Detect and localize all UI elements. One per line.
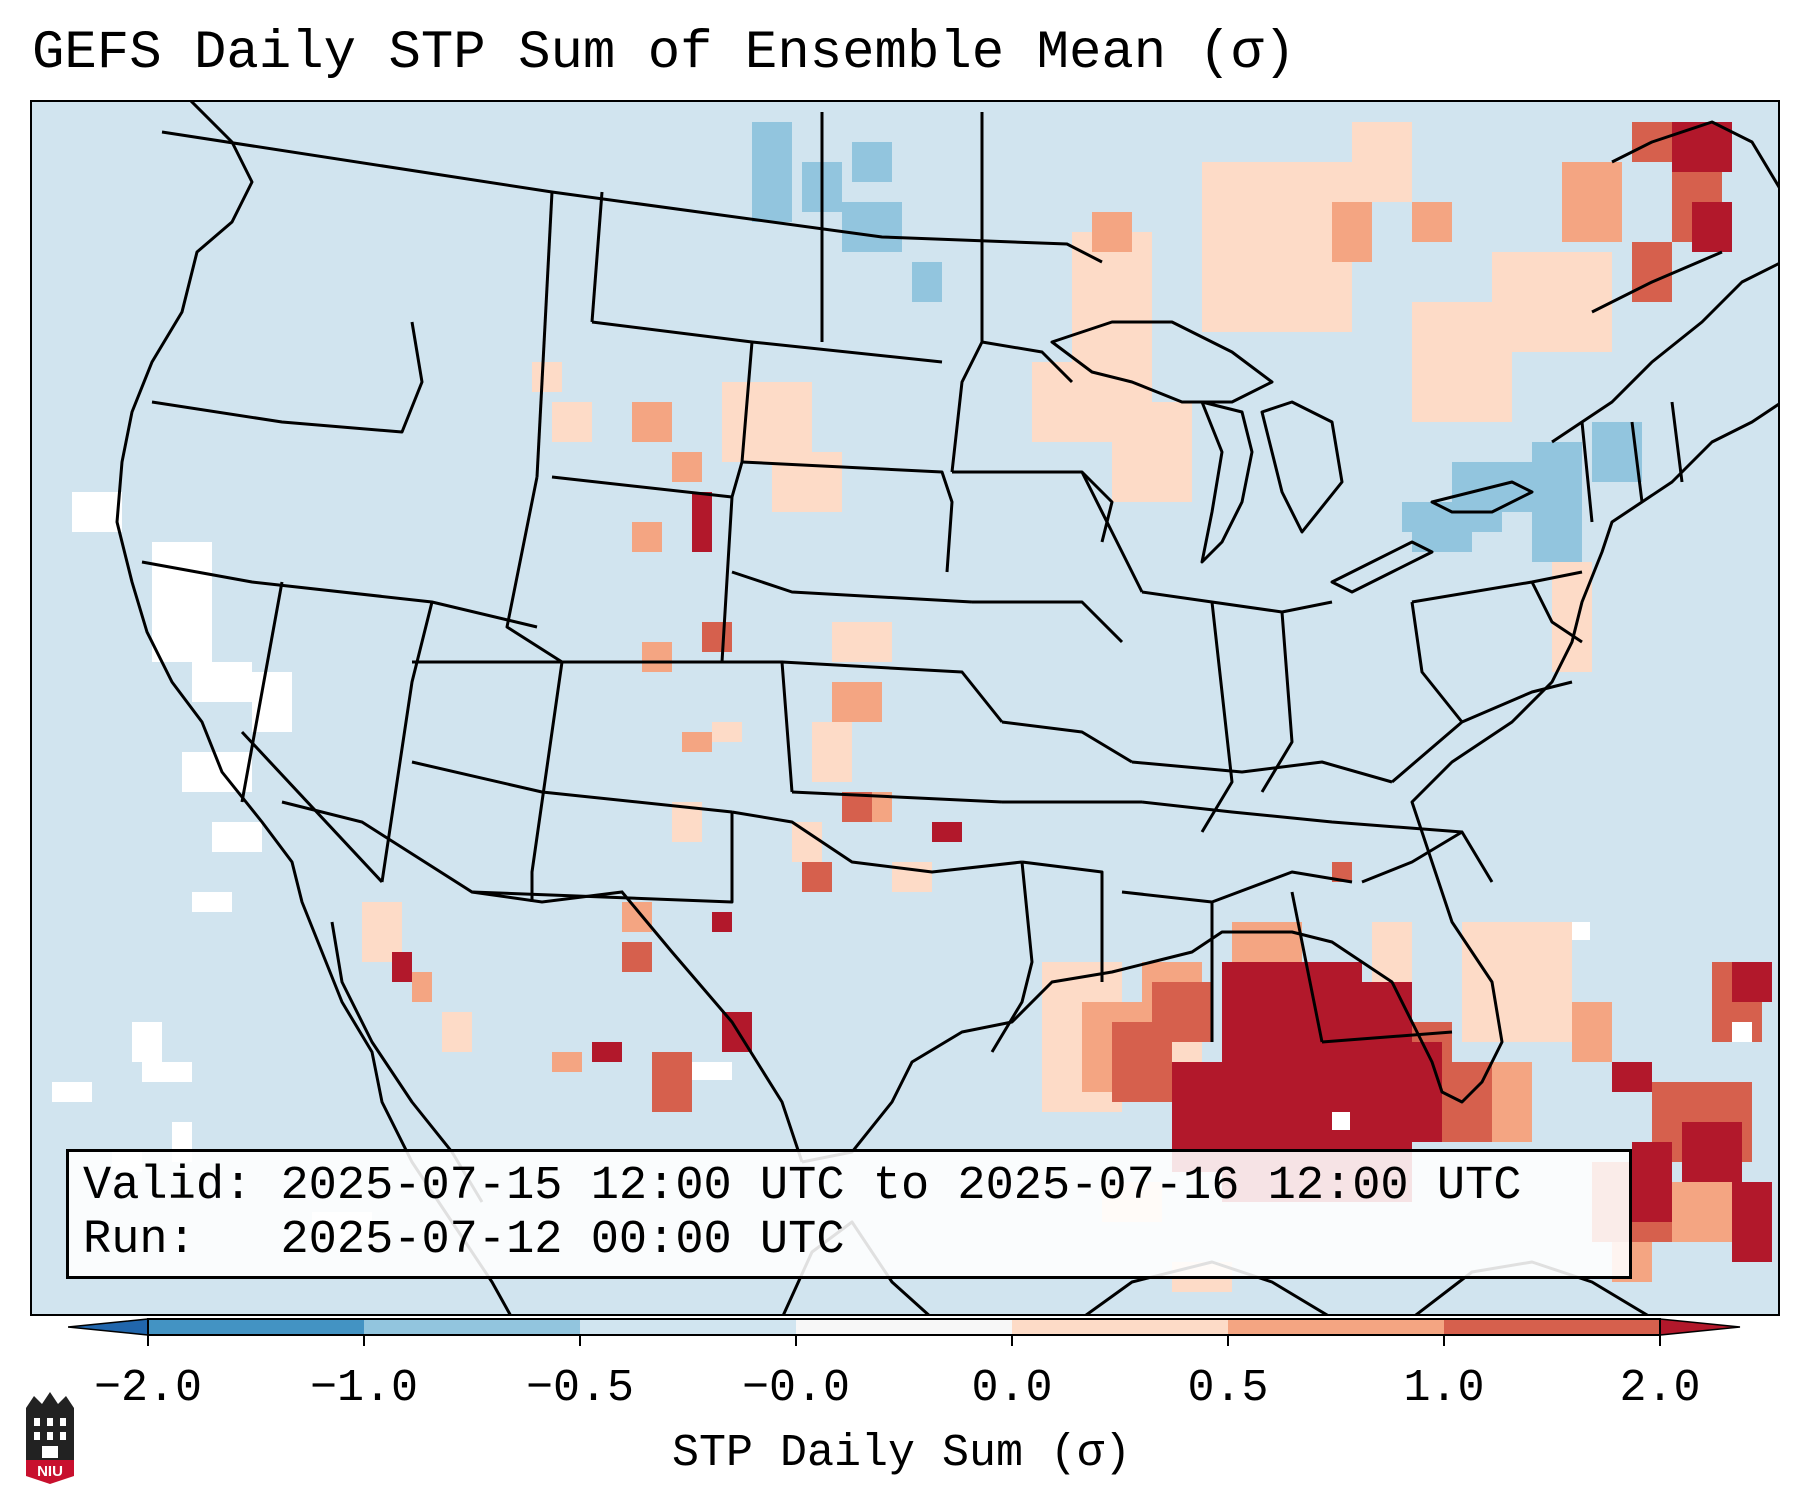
run-row: Run: 2025-07-12 00:00 UTC: [83, 1214, 1629, 1268]
tick-label-2: −1.0: [309, 1363, 419, 1414]
tick-label-7: 1.0: [1403, 1363, 1485, 1414]
valid-row: Valid: 2025-07-15 12:00 UTC to 2025-07-1…: [83, 1160, 1629, 1214]
country-borders: [161, 130, 1103, 1163]
negative-patches: [752, 122, 1642, 562]
run-time: 2025-07-12 00:00 UTC: [280, 1214, 845, 1267]
state-borders: [141, 112, 1684, 1053]
map-svg: [32, 102, 1778, 1314]
niu-logo-icon: NIU: [26, 1392, 74, 1484]
valid-label: Valid:: [83, 1160, 253, 1213]
great-lakes: [1050, 320, 1534, 594]
tick-label-8: 2.0: [1619, 1363, 1701, 1414]
light-positive-patches: [362, 122, 1612, 1292]
chart-title: GEFS Daily STP Sum of Ensemble Mean (σ): [32, 23, 1296, 84]
colorbar-bin-6: [1228, 1319, 1444, 1335]
colorbar-bin-5: [1012, 1319, 1228, 1335]
colorbar-bin-7: [1444, 1319, 1660, 1335]
map-panel: [30, 100, 1780, 1316]
colorbar-title: STP Daily Sum (σ): [671, 1428, 1132, 1479]
tick-label-4: −0.0: [741, 1363, 851, 1414]
colorbar-under-arrow: [68, 1318, 149, 1336]
colorbar-bin-3: [580, 1319, 796, 1335]
colorbar-bin-4: [796, 1319, 1012, 1335]
blank-cells: [692, 922, 1752, 1130]
colorbar-over-arrow: [1659, 1318, 1741, 1336]
colorbar-bin-2: [364, 1319, 580, 1335]
colorbar-ticks: [147, 1335, 1661, 1346]
tick-label-3: −0.5: [525, 1363, 635, 1414]
colorbar-outline: [147, 1318, 1661, 1336]
valid-time: 2025-07-15 12:00 UTC to 2025-07-16 12:00…: [280, 1160, 1522, 1213]
tick-label-6: 0.5: [1187, 1363, 1269, 1414]
run-label: Run:: [83, 1214, 196, 1267]
tick-label-5: 0.0: [971, 1363, 1053, 1414]
validity-info-box: Valid: 2025-07-15 12:00 UTC to 2025-07-1…: [66, 1149, 1632, 1279]
colorbar-bin-1: [148, 1319, 364, 1335]
logo-text: NIU: [37, 1463, 63, 1480]
colorbar: [68, 1318, 1741, 1346]
tick-label-1: −2.0: [93, 1363, 203, 1414]
